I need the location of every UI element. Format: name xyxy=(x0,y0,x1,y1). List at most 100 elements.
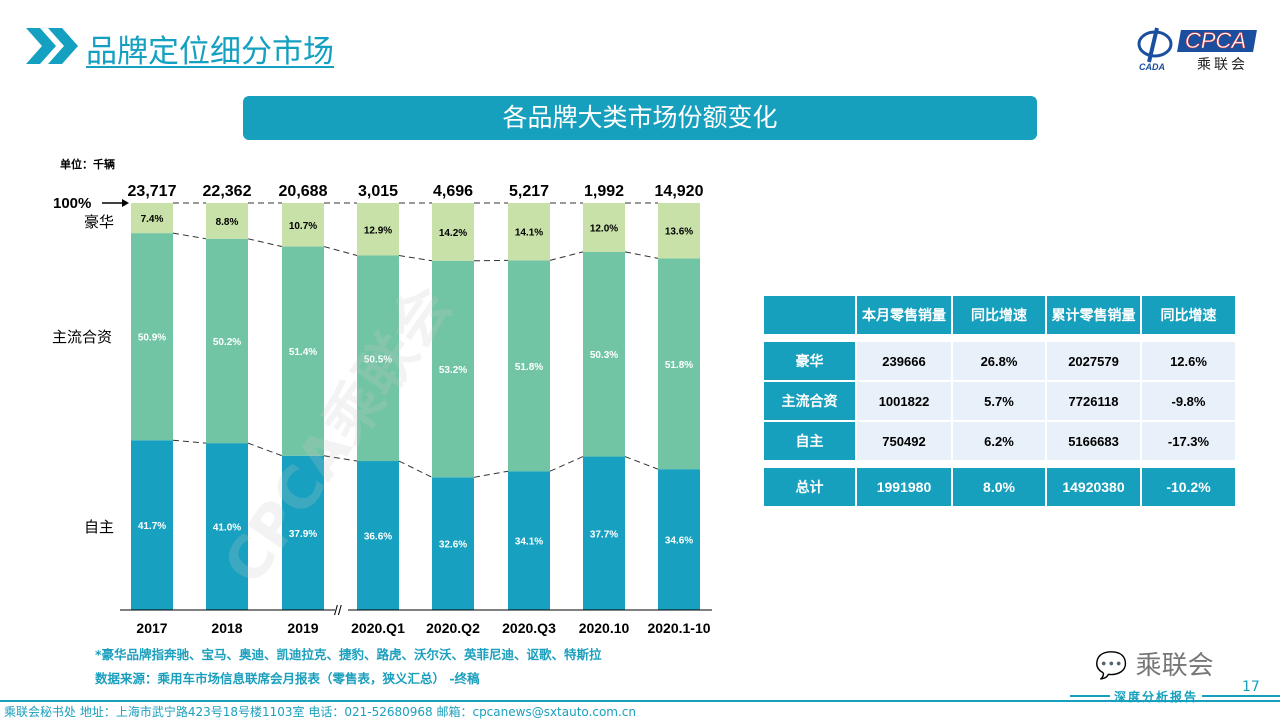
data-label: 34.1% xyxy=(515,537,543,548)
connector-line xyxy=(323,455,358,462)
table-header: 同比增速 xyxy=(953,296,1045,334)
bar-segment-豪华 xyxy=(508,203,550,261)
page-title: 品牌定位细分市场 xyxy=(86,34,334,70)
series-label: 豪华 xyxy=(84,213,114,231)
data-label: 50.2% xyxy=(213,337,241,348)
data-label: 10.7% xyxy=(289,221,317,232)
bar-segment-主流合资 xyxy=(357,255,399,462)
table-header-row: 本月零售销量 同比增速 累计零售销量 同比增速 xyxy=(764,296,1235,334)
cell: 8.0% xyxy=(953,468,1045,506)
logo-subtext: 乘联会 xyxy=(1197,57,1248,73)
luxury-brand-note: *豪华品牌指奔驰、宝马、奥迪、凯迪拉克、捷豹、路虎、沃尔沃、英菲尼迪、讴歌、特斯… xyxy=(95,647,602,662)
bar-segment-豪华 xyxy=(357,203,399,256)
total-label: 3,015 xyxy=(358,183,398,200)
series-label: 自主 xyxy=(84,518,114,536)
bar-segment-主流合资 xyxy=(206,238,248,444)
svg-text:CADA: CADA xyxy=(1139,62,1165,72)
data-label: 51.8% xyxy=(665,360,693,371)
bar-segment-豪华 xyxy=(658,203,700,259)
data-label: 8.8% xyxy=(216,217,239,228)
cell: 5166683 xyxy=(1047,422,1140,460)
bar-segment-自主 xyxy=(357,461,399,610)
axis-break: // xyxy=(334,602,342,618)
data-label: 51.8% xyxy=(515,362,543,373)
logo-text: CPCA xyxy=(1185,28,1247,54)
bar-segment-自主 xyxy=(282,455,324,610)
cell: 750492 xyxy=(857,422,951,460)
chart-title-banner: 各品牌大类市场份额变化 xyxy=(243,96,1037,140)
bar-segment-自主 xyxy=(583,456,625,610)
x-tick-label: 2017 xyxy=(136,620,167,636)
bar-segment-主流合资 xyxy=(658,258,700,470)
total-label: 5,217 xyxy=(509,183,549,200)
table-header: 同比增速 xyxy=(1142,296,1235,334)
cell: 1991980 xyxy=(857,468,951,506)
bar-segment-豪华 xyxy=(206,203,248,239)
total-label: 20,688 xyxy=(279,183,328,200)
page-number: 17 xyxy=(1242,679,1260,695)
connector-line xyxy=(247,442,283,457)
x-tick-label: 2020.Q2 xyxy=(426,620,480,636)
data-label: 12.0% xyxy=(590,223,618,234)
cell: 26.8% xyxy=(953,342,1045,380)
data-label: 50.5% xyxy=(364,354,392,365)
total-label: 1,992 xyxy=(584,183,624,200)
connector-line xyxy=(624,251,659,259)
footer-contact: 乘联会秘书处 地址：上海市武宁路423号18号楼1103室 电话：021-526… xyxy=(4,705,637,719)
total-label: 23,717 xyxy=(128,183,177,200)
wechat-icon: 💬 xyxy=(1095,651,1128,681)
connector-line xyxy=(624,456,659,470)
table-row: 主流合资 1001822 5.7% 7726118 -9.8% xyxy=(764,382,1235,420)
x-tick-label: 2020.Q1 xyxy=(351,620,405,636)
total-label: 14,920 xyxy=(655,183,704,200)
connector-line xyxy=(172,232,207,240)
connector-line xyxy=(549,251,584,261)
row-label: 自主 xyxy=(764,422,855,460)
bar-segment-自主 xyxy=(658,469,700,610)
data-label: 41.0% xyxy=(213,523,241,534)
chevron-double-icon xyxy=(26,28,78,64)
bar-segment-自主 xyxy=(432,477,474,610)
data-label: 14.1% xyxy=(515,228,543,239)
bar-segment-豪华 xyxy=(282,203,324,247)
data-label: 12.9% xyxy=(364,225,392,236)
bar-segment-自主 xyxy=(206,443,248,610)
data-label: 36.6% xyxy=(364,532,392,543)
row-label: 主流合资 xyxy=(764,382,855,420)
data-label: 7.4% xyxy=(141,214,164,225)
bar-segment-主流合资 xyxy=(432,260,474,478)
cell: 6.2% xyxy=(953,422,1045,460)
cell: 2027579 xyxy=(1047,342,1140,380)
bar-segment-主流合资 xyxy=(508,260,550,472)
bar-segment-主流合资 xyxy=(583,251,625,457)
x-tick-label: 2018 xyxy=(211,620,242,636)
x-tick-label: 2019 xyxy=(287,620,318,636)
total-label: 4,696 xyxy=(433,183,473,200)
data-label: 14.2% xyxy=(439,228,467,239)
cpca-logo: CADA CPCA 乘联会 xyxy=(1135,26,1257,73)
data-label: 51.4% xyxy=(289,347,317,358)
data-label: 32.6% xyxy=(439,540,467,551)
cell: -17.3% xyxy=(1142,422,1235,460)
cell: -10.2% xyxy=(1142,468,1235,506)
unit-label: 单位：千辆 xyxy=(60,158,115,171)
bar-segment-自主 xyxy=(508,471,550,610)
series-label: 主流合资 xyxy=(52,328,112,346)
connector-line xyxy=(323,246,358,256)
table-row: 自主 750492 6.2% 5166683 -17.3% xyxy=(764,422,1235,460)
bar-segment-自主 xyxy=(131,440,173,610)
data-label: 41.7% xyxy=(138,521,166,532)
data-label: 53.2% xyxy=(439,365,467,376)
cell: 1001822 xyxy=(857,382,951,420)
cada-logo-icon: CADA xyxy=(1137,27,1173,72)
x-tick-label: 2020.1-10 xyxy=(647,620,710,636)
bar-segment-豪华 xyxy=(131,203,173,234)
bar-segment-主流合资 xyxy=(131,233,173,441)
wechat-brand: 💬 乘联会 xyxy=(1095,645,1214,682)
stacked-bar-chart: 41.7% 50.9% 7.4% 23,717 2017 41.0% 50.2% 8.8% 22… xyxy=(52,183,712,636)
data-label: 37.9% xyxy=(289,529,317,540)
top-percent-label: 100% xyxy=(53,195,91,212)
table-row: 豪华 239666 26.8% 2027579 12.6% xyxy=(764,342,1235,380)
cell: 14920380 xyxy=(1047,468,1140,506)
cell: 7726118 xyxy=(1047,382,1140,420)
